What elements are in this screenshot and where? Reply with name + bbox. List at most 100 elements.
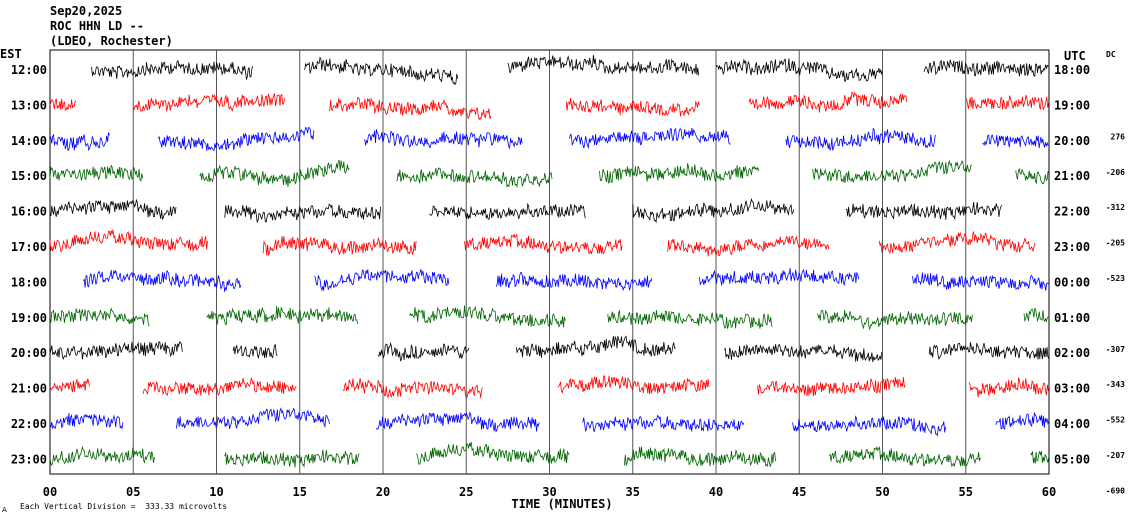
x-tick-label: 50 <box>875 485 889 499</box>
trace-segment <box>828 445 981 468</box>
trace-segment <box>262 236 417 257</box>
utc-hour-label: 00:00 <box>1054 275 1090 289</box>
dc-offset-label: 276 <box>1111 132 1126 141</box>
trace-segment <box>928 342 1050 361</box>
trace-segment <box>968 377 1049 398</box>
trace-segment <box>224 449 360 468</box>
trace-segment <box>377 341 470 362</box>
est-hour-label: 22:00 <box>11 417 47 431</box>
utc-hour-label: 21:00 <box>1054 169 1090 183</box>
utc-hour-label: 02:00 <box>1054 346 1090 360</box>
x-axis-title: TIME (MINUTES) <box>511 497 612 511</box>
est-axis-label: EST <box>0 47 22 61</box>
trace-segment <box>49 98 77 112</box>
dc-offset-label: -690 <box>1106 486 1125 495</box>
trace-segment <box>224 203 381 224</box>
x-tick-label: 30 <box>542 485 556 499</box>
trace-segment <box>1030 450 1050 464</box>
trace-segment <box>409 305 566 328</box>
trace-segment <box>817 309 973 331</box>
chart-title-date: Sep20,2025 <box>50 4 123 18</box>
x-tick-label: 15 <box>293 485 307 499</box>
trace-segment <box>667 235 830 257</box>
trace-segment <box>624 446 776 468</box>
trace-segment <box>582 414 745 433</box>
utc-hour-label: 01:00 <box>1054 311 1090 325</box>
trace-segment <box>49 445 155 466</box>
trace-segment <box>748 91 908 113</box>
station-label: ROC HHN LD -- <box>50 19 144 33</box>
trace-segment <box>82 269 242 292</box>
trace-segment <box>607 309 773 329</box>
trace-segment <box>757 377 906 397</box>
x-tick-label: 40 <box>709 485 723 499</box>
dc-offset-label: -312 <box>1106 203 1125 212</box>
trace-segment <box>515 335 676 358</box>
trace-segment <box>314 269 450 292</box>
trace-segment <box>49 132 110 152</box>
est-hour-label: 20:00 <box>11 346 47 360</box>
seismic-traces <box>49 54 1050 468</box>
trace-segment <box>792 415 946 437</box>
utc-hour-label: 04:00 <box>1054 417 1090 431</box>
trace-segment <box>132 93 285 112</box>
trace-segment <box>495 271 653 292</box>
trace-segment <box>157 126 315 152</box>
trace-segment <box>364 129 523 150</box>
est-hour-label: 19:00 <box>11 311 47 325</box>
trace-segment <box>699 268 859 287</box>
footer-note: Each Vertical Division = 333.33 microvol… <box>20 502 227 511</box>
x-tick-label: 20 <box>376 485 390 499</box>
utc-hour-label: 19:00 <box>1054 98 1090 112</box>
x-tick-label: 45 <box>792 485 806 499</box>
trace-segment <box>965 94 1049 111</box>
dc-offset-label: -552 <box>1106 416 1125 425</box>
trace-segment <box>49 341 183 360</box>
corner-mark: A <box>2 506 7 514</box>
trace-segment <box>91 60 254 81</box>
trace-segment <box>565 97 700 117</box>
utc-axis-label: UTC <box>1064 49 1086 63</box>
est-hour-label: 23:00 <box>11 452 47 466</box>
dc-offset-label: -343 <box>1106 380 1125 389</box>
trace-segment <box>812 159 972 184</box>
x-tick-label: 10 <box>209 485 223 499</box>
trace-segment <box>329 97 492 121</box>
utc-hour-label: 03:00 <box>1054 382 1090 396</box>
trace-segment <box>232 344 278 360</box>
axis-labels: EST UTC DC TIME (MINUTES) Each Vertical … <box>0 47 1125 514</box>
trace-segment <box>304 56 459 86</box>
trace-segment <box>206 305 359 326</box>
trace-segment <box>49 413 124 430</box>
x-tick-label: 00 <box>43 485 57 499</box>
trace-segment <box>785 127 936 151</box>
trace-segment <box>49 229 208 252</box>
trace-segment <box>49 378 90 393</box>
trace-segment <box>1023 307 1049 323</box>
trace-segment <box>1015 167 1049 185</box>
est-hour-label: 21:00 <box>11 382 47 396</box>
est-hour-label: 16:00 <box>11 205 47 219</box>
x-tick-label: 60 <box>1042 485 1056 499</box>
trace-segment <box>715 58 883 82</box>
trace-segment <box>982 134 1049 149</box>
trace-segment <box>49 164 144 182</box>
trace-segment <box>342 378 483 399</box>
trace-segment <box>176 407 330 429</box>
est-hour-label: 15:00 <box>11 169 47 183</box>
est-hour-label: 13:00 <box>11 98 47 112</box>
est-hour-label: 12:00 <box>11 63 47 77</box>
trace-segment <box>507 54 700 76</box>
trace-segment <box>142 376 297 396</box>
grid-lines <box>132 50 967 474</box>
x-tick-label: 25 <box>459 485 473 499</box>
trace-segment <box>464 232 623 255</box>
trace-segment <box>199 160 350 187</box>
trace-segment <box>415 441 570 465</box>
trace-segment <box>723 343 883 363</box>
est-hour-label: 14:00 <box>11 134 47 148</box>
utc-hour-label: 22:00 <box>1054 205 1090 219</box>
trace-segment <box>49 307 150 327</box>
x-tick-label: 35 <box>626 485 640 499</box>
